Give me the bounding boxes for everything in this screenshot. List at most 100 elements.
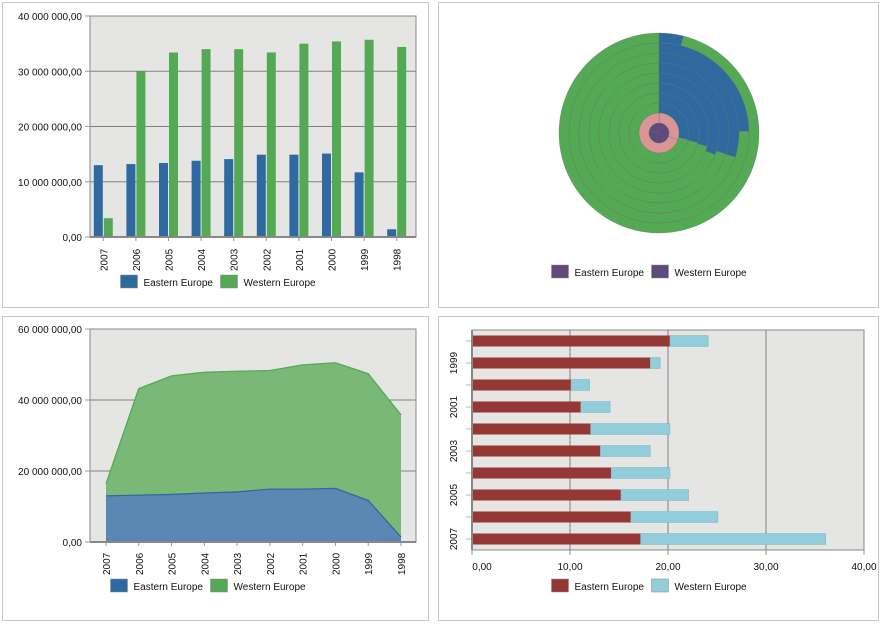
hbar-eastern-2006 xyxy=(472,511,631,523)
bar-western-1999 xyxy=(364,39,374,237)
x-tick-label: 2007 xyxy=(99,248,110,271)
y-tick-label: 2003 xyxy=(449,439,460,462)
y-tick-label: 20 000 000,00 xyxy=(18,123,82,134)
bar-legend-label-western: Western Europe xyxy=(244,278,317,289)
bar-eastern-2002 xyxy=(256,154,266,237)
bar-legend-swatch-eastern xyxy=(120,274,138,289)
bar-western-2007 xyxy=(103,218,113,237)
hbar-eastern-2002 xyxy=(472,423,591,435)
bar-western-1998 xyxy=(397,46,407,237)
y-tick-label: 10 000 000,00 xyxy=(18,178,82,189)
pie-legend-swatch-western xyxy=(651,264,669,279)
x-tick-label: 2005 xyxy=(165,248,176,271)
x-tick-label: 2003 xyxy=(233,552,244,575)
x-tick-label: 1999 xyxy=(364,552,375,575)
area-legend-label-western: Western Europe xyxy=(234,582,307,593)
hbar-western-2006 xyxy=(630,511,719,523)
y-tick-label: 30 000 000,00 xyxy=(18,67,82,78)
bar-legend-label-eastern: Eastern Europe xyxy=(144,278,214,289)
x-tick-label: 2001 xyxy=(299,552,310,575)
x-tick-label: 2003 xyxy=(230,248,241,271)
bar-eastern-2003 xyxy=(224,159,234,237)
bar-western-2006 xyxy=(136,71,146,237)
line-western-europe xyxy=(105,362,402,484)
stacked-area-chart: 0,00 20 000 000,00 40 000 000,00 60 000 000… xyxy=(18,325,417,593)
hbar-eastern-2000 xyxy=(472,379,571,391)
hbar-western-2003 xyxy=(600,445,651,457)
x-tick-label: 2006 xyxy=(132,248,143,271)
hbar-western-2001 xyxy=(580,401,611,413)
y-tick-label: 1999 xyxy=(449,351,460,374)
x-tick-label: 1998 xyxy=(397,552,408,575)
hbar-eastern-1999 xyxy=(472,357,651,369)
x-tick-label: 1998 xyxy=(393,248,404,271)
bar-eastern-2007 xyxy=(93,165,103,237)
hbar-western-2005 xyxy=(620,489,689,501)
area-legend-swatch-eastern xyxy=(110,578,128,593)
pie-legend-label-western: Western Europe xyxy=(675,268,748,279)
y-tick-label: 40 000 000,00 xyxy=(18,396,82,407)
bar-eastern-1999 xyxy=(354,172,364,237)
bar-eastern-1998 xyxy=(387,229,397,237)
bar-western-2004 xyxy=(201,49,211,238)
pie-legend-label-eastern: Eastern Europe xyxy=(575,268,645,279)
y-tick-label: 0,00 xyxy=(63,233,83,244)
bar-eastern-2004 xyxy=(191,160,201,237)
x-tick-label: 2000 xyxy=(331,552,342,575)
area-legend-swatch-western xyxy=(210,578,228,593)
y-tick-label: 60 000 000,00 xyxy=(18,325,82,336)
x-tick-label: 2004 xyxy=(197,248,208,271)
vertical-bar-chart: 0,00 10 000 000,00 20 000 000,00 30 000 000… xyxy=(18,12,417,289)
x-tick-label: 2002 xyxy=(266,552,277,575)
bar-eastern-2005 xyxy=(159,162,168,237)
vertical-bar-chart-panel: 0,00 10 000 000,00 20 000 000,00 30 000 000… xyxy=(2,2,429,308)
hbar-western-2000 xyxy=(570,379,590,391)
x-tick-label: 40,00 xyxy=(851,562,876,573)
hbar-legend-label-western: Western Europe xyxy=(675,582,748,593)
hbar-western-2002 xyxy=(590,423,671,435)
hbar-legend-label-eastern: Eastern Europe xyxy=(575,582,645,593)
x-tick-label: 2006 xyxy=(135,552,146,575)
x-tick-label: 20,00 xyxy=(655,562,680,573)
horizontal-bar-chart-panel: 0,00 10,00 20,00 30,00 40,00 1999 2001 2003 2005… xyxy=(438,316,879,621)
hbar-eastern-2001 xyxy=(472,401,581,413)
bar-legend-swatch-western xyxy=(220,274,238,289)
hbar-eastern-2005 xyxy=(472,489,621,501)
hbar-western-2004 xyxy=(610,467,671,479)
bar-western-2002 xyxy=(266,52,276,238)
line-eastern-europe xyxy=(105,487,402,538)
x-tick-label: 30,00 xyxy=(753,562,778,573)
x-tick-label: 10,00 xyxy=(557,562,582,573)
horizontal-stacked-bar-chart: 0,00 10,00 20,00 30,00 40,00 1999 2001 2003 2005… xyxy=(449,329,877,593)
x-tick-label: 2004 xyxy=(200,552,211,575)
ring-2007-western-slice xyxy=(649,122,660,134)
x-tick-label: 2002 xyxy=(262,248,273,271)
y-tick-label: 20 000 000,00 xyxy=(18,467,82,478)
hbar-eastern-2003 xyxy=(472,445,601,457)
stacked-area-chart-panel: 0,00 20 000 000,00 40 000 000,00 60 000 000… xyxy=(2,316,429,621)
hbar-eastern-2007 xyxy=(472,533,641,545)
area-eastern-europe xyxy=(106,488,401,542)
x-tick-label: 2001 xyxy=(295,248,306,271)
pie-legend-swatch-eastern xyxy=(551,264,569,279)
multilevel-pie-chart: Eastern Europe Western Europe xyxy=(551,32,760,279)
bar-eastern-2001 xyxy=(289,154,299,237)
y-tick-label: 0,00 xyxy=(63,538,83,549)
bar-western-2005 xyxy=(169,52,178,238)
bar-eastern-2000 xyxy=(322,153,331,237)
y-tick-label: 2007 xyxy=(449,527,460,550)
bar-eastern-2006 xyxy=(126,164,136,237)
y-tick-label: 2001 xyxy=(449,395,460,418)
x-tick-label: 2005 xyxy=(168,552,179,575)
bar-western-2000 xyxy=(332,41,341,237)
area-legend-label-eastern: Eastern Europe xyxy=(134,582,204,593)
x-tick-label: 2000 xyxy=(328,248,339,271)
hbar-eastern-2004 xyxy=(472,467,612,479)
hbar-western-1999 xyxy=(650,357,661,369)
hbar-legend-swatch-eastern xyxy=(551,578,569,593)
x-tick-label: 0,00 xyxy=(472,562,492,573)
multilevel-pie-chart-panel: Eastern Europe Western Europe xyxy=(438,2,879,308)
hbar-western-1998 xyxy=(669,335,709,347)
bar-western-2003 xyxy=(234,49,244,238)
hbar-western-2007 xyxy=(640,533,827,545)
